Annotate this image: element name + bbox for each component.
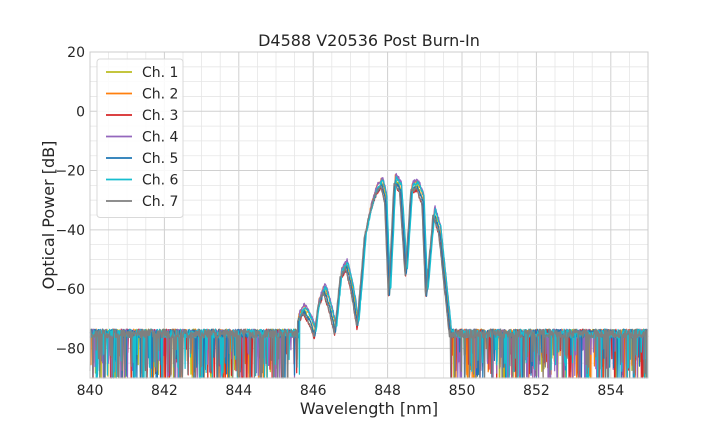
series-line-7 [89, 183, 649, 379]
x-tick-label: 840 [77, 383, 104, 399]
chart-title: D4588 V20536 Post Burn-In [258, 31, 480, 50]
legend-label: Ch. 1 [142, 65, 178, 81]
axes: 840 842 844 846 848 850 852 854 −80 −60 −40 −20 0 20 [55, 45, 649, 399]
legend-label: Ch. 2 [142, 87, 178, 103]
x-tick-label: 846 [300, 383, 327, 399]
legend: Ch. 1 Ch. 2 Ch. 3 Ch. 4 Ch. 5 Ch. 6 Ch. 7 [96, 58, 184, 218]
x-axis-label: Wavelength [nm] [300, 399, 438, 418]
x-tick-label: 850 [449, 383, 476, 399]
series-layer [89, 172, 649, 379]
legend-label: Ch. 3 [142, 108, 178, 124]
y-tick-label: −40 [55, 223, 85, 239]
legend-label: Ch. 6 [142, 173, 179, 189]
y-tick-label: −20 [55, 164, 85, 180]
y-tick-label: −60 [55, 282, 85, 298]
y-axis-label: Optical Power [dB] [39, 141, 58, 290]
y-tick-label: −80 [55, 341, 85, 357]
y-tick-label: 20 [67, 45, 85, 61]
legend-box [96, 58, 184, 218]
x-tick-label: 848 [374, 383, 401, 399]
x-tick-label: 854 [597, 383, 624, 399]
plot-frame [89, 51, 649, 379]
y-tick-label: 0 [76, 104, 85, 120]
legend-label: Ch. 4 [142, 130, 179, 146]
x-tick-label: 842 [151, 383, 178, 399]
legend-label: Ch. 7 [142, 194, 178, 210]
x-tick-label: 852 [523, 383, 550, 399]
x-tick-label: 844 [225, 383, 252, 399]
legend-label: Ch. 5 [142, 151, 178, 167]
